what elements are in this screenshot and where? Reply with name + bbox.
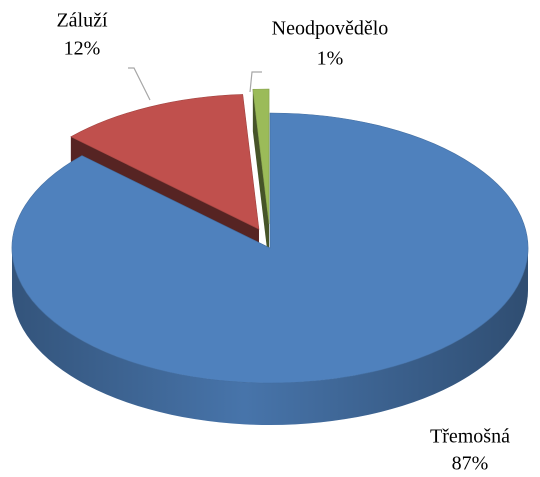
data-label-name: Záluží (56, 10, 108, 32)
data-label-name: Neodpovědělo (272, 18, 389, 40)
data-label: 1% (317, 48, 344, 70)
data-label-name: Třemošná (430, 426, 510, 448)
slice (11, 112, 529, 384)
labels: Třemošná 87% Záluží 12% Neodpovědělo 1% (56, 10, 510, 475)
slice-layer (12, 248, 528, 425)
slice-side-shade (12, 248, 528, 425)
slice (70, 94, 260, 230)
data-label: 87% (452, 453, 489, 475)
data-label: 12% (64, 38, 101, 60)
leader-line (128, 67, 151, 101)
slice-side (252, 89, 270, 267)
slice-layer (11, 88, 529, 384)
leader-line (249, 71, 262, 93)
slice (252, 88, 270, 225)
